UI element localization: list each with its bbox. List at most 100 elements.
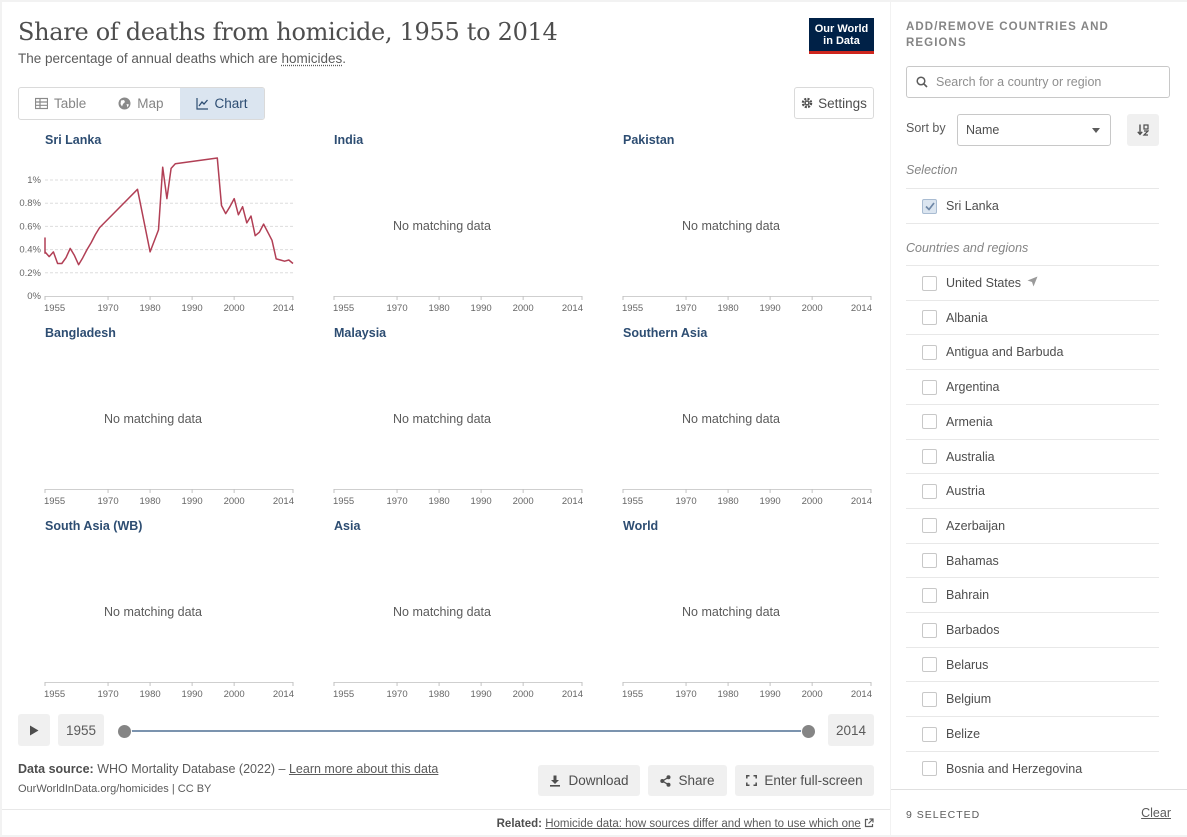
country-item[interactable]: Bosnia and Herzegovina (906, 750, 1159, 786)
country-item[interactable]: Armenia (906, 403, 1159, 439)
facet-bangladesh: Bangladesh No matching data 1955 1970 1980 19… (18, 323, 294, 508)
divider (906, 223, 1159, 224)
settings-button[interactable]: Settings (794, 87, 874, 119)
x-tick-label: 1980 (429, 303, 450, 314)
source-text: WHO Mortality Database (2022) – (97, 762, 289, 776)
view-tabs: Table Map Chart (18, 87, 265, 120)
x-tick-label: 1970 (97, 496, 118, 507)
country-item[interactable]: Antigua and Barbuda (906, 334, 1159, 369)
checkbox[interactable] (922, 726, 937, 742)
country-item[interactable]: Bahamas (906, 542, 1159, 578)
tab-map[interactable]: Map (102, 88, 179, 119)
x-tick-label: 2014 (273, 689, 294, 700)
facet-title: South Asia (WB) (45, 519, 143, 533)
facet-pakistan: Pakistan No matching data 1955 1970 1980 1990… (596, 130, 872, 315)
y-tick-label: 0.4% (19, 245, 41, 256)
download-button[interactable]: Download (538, 765, 640, 796)
url-line[interactable]: OurWorldInData.org/homicides | CC BY (18, 783, 212, 795)
x-tick-label: 1970 (97, 303, 118, 314)
end-handle[interactable] (801, 724, 816, 739)
x-tick-label: 2000 (802, 689, 823, 700)
checkbox[interactable] (922, 344, 937, 360)
x-tick-label: 1980 (140, 496, 161, 507)
x-tick-label: 2000 (513, 689, 534, 700)
share-button[interactable]: Share (648, 765, 727, 796)
fullscreen-button[interactable]: Enter full-screen (735, 765, 874, 796)
end-year-box[interactable]: 2014 (828, 714, 874, 746)
subtitle-text: The percentage of annual deaths which ar… (18, 51, 282, 66)
checkbox[interactable] (922, 449, 937, 464)
related-link[interactable]: Homicide data: how sources differ and wh… (545, 818, 861, 830)
checkbox-checked[interactable] (922, 198, 937, 214)
tab-table[interactable]: Table (19, 88, 102, 119)
y-tick-label: 0% (27, 291, 41, 302)
country-item[interactable]: Belarus (906, 646, 1159, 682)
location-arrow-icon (1027, 276, 1038, 290)
country-label: Armenia (946, 414, 993, 429)
checkbox[interactable] (922, 553, 937, 569)
country-item[interactable]: Austria (906, 473, 1159, 508)
checkbox[interactable] (922, 483, 937, 499)
checkbox[interactable] (922, 657, 937, 673)
country-item[interactable]: Argentina (906, 369, 1159, 404)
facet-title: World (623, 519, 659, 533)
search-input[interactable]: Search for a country or region (906, 66, 1170, 98)
country-item[interactable]: Australia (906, 438, 1159, 474)
checkbox[interactable] (922, 518, 937, 534)
facet-malaysia: Malaysia No matching data 1955 1970 1980 1990… (307, 323, 583, 508)
country-item[interactable]: Belgium (906, 681, 1159, 716)
sort-order-button[interactable] (1127, 114, 1159, 146)
country-label: Bahrain (946, 588, 990, 603)
checkbox[interactable] (922, 310, 937, 326)
country-item[interactable]: Barbados (906, 612, 1159, 647)
x-tick-label: 1990 (760, 689, 781, 700)
checkbox[interactable] (922, 622, 937, 638)
x-tick-label: 2014 (851, 303, 872, 314)
logo-line-1: Our World (814, 23, 869, 35)
selector-footer: 9 SELECTED Clear (891, 789, 1187, 835)
no-data-message: No matching data (104, 605, 202, 619)
clear-button[interactable]: Clear (1141, 806, 1171, 820)
checkbox[interactable] (922, 587, 937, 603)
owid-logo[interactable]: Our World in Data (809, 18, 874, 54)
country-item[interactable]: Belize (906, 716, 1159, 751)
country-item[interactable]: Azerbaijan (906, 507, 1159, 543)
x-tick-label: 1970 (675, 303, 696, 314)
data-source: Data source: WHO Mortality Database (202… (18, 762, 438, 776)
start-handle[interactable] (117, 724, 132, 739)
sort-select[interactable]: Name (957, 114, 1111, 146)
share-icon (660, 774, 671, 787)
country-item[interactable]: Bahrain (906, 577, 1159, 612)
settings-label: Settings (818, 95, 867, 111)
download-label: Download (568, 773, 629, 788)
x-tick-label: 1990 (182, 689, 203, 700)
facet-chart: 1955 1970 1980 1990 2000 2014 (333, 296, 583, 314)
timeline-track[interactable] (124, 730, 810, 732)
related-bar: Related: Homicide data: how sources diff… (2, 809, 890, 835)
learn-more-link[interactable]: Learn more about this data (288, 762, 439, 776)
checkbox[interactable] (922, 691, 937, 707)
chart-panel: Share of deaths from homicide, 1955 to 2… (2, 2, 890, 835)
facet-chart: 1955 1970 1980 1990 2000 2014 (622, 296, 872, 314)
no-data-message: No matching data (393, 605, 491, 619)
homicides-link[interactable]: homicides (281, 51, 343, 66)
selected-item[interactable]: Sri Lanka (906, 188, 1159, 223)
country-item[interactable]: United States (906, 265, 1159, 300)
checkbox[interactable] (922, 275, 937, 291)
no-data-message: No matching data (104, 412, 202, 426)
country-label: Azerbaijan (946, 518, 1006, 533)
play-button[interactable] (18, 714, 50, 746)
series-line-sri-lanka[interactable] (44, 157, 294, 266)
checkbox[interactable] (922, 761, 937, 777)
subtitle-suffix: . (342, 51, 346, 66)
tab-chart[interactable]: Chart (179, 88, 264, 119)
x-tick-label: 2000 (224, 303, 245, 314)
x-tick-label: 2014 (562, 689, 583, 700)
checkbox[interactable] (922, 414, 937, 430)
country-item[interactable]: Albania (906, 299, 1159, 335)
facet-chart: 1955 1970 1980 1990 2000 2014 (622, 682, 872, 700)
start-year-box[interactable]: 1955 (58, 714, 104, 746)
search-placeholder: Search for a country or region (936, 75, 1102, 89)
checkbox[interactable] (922, 379, 937, 395)
x-tick-label: 1955 (622, 496, 643, 507)
